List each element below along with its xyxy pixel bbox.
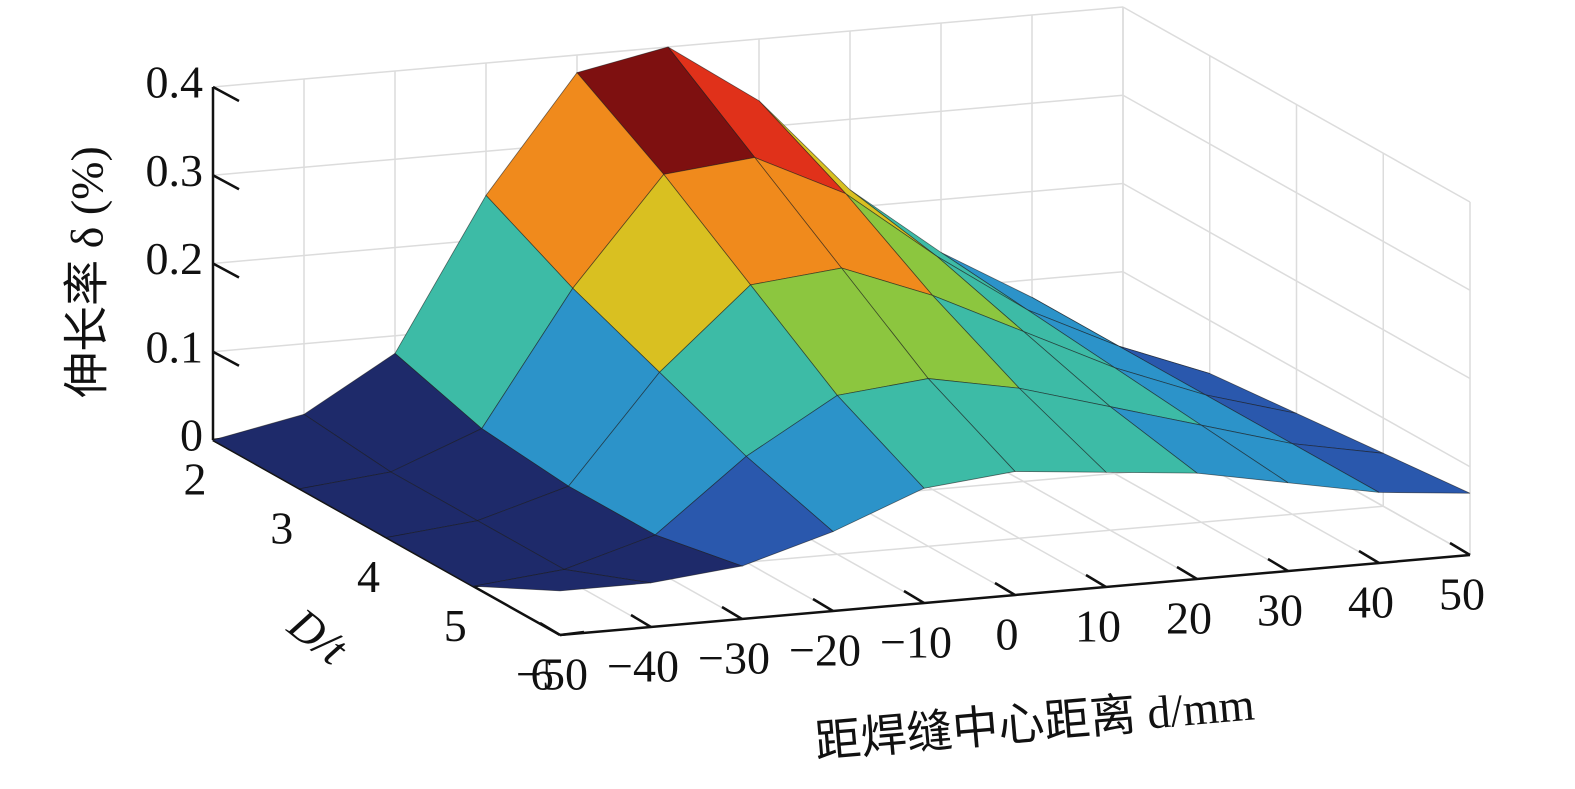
y-tick-label: 5 bbox=[444, 600, 467, 651]
y-axis-label: D/t bbox=[278, 597, 357, 675]
x-tick-label: −20 bbox=[789, 625, 861, 676]
x-tick bbox=[630, 613, 652, 629]
x-tick bbox=[903, 589, 925, 605]
y-tick bbox=[559, 630, 585, 637]
x-tick-label: −50 bbox=[516, 649, 588, 700]
x-tick bbox=[721, 605, 743, 621]
x-tick-label: 0 bbox=[996, 609, 1019, 660]
x-tick-label: −30 bbox=[698, 633, 770, 684]
z-tick-label: 0.3 bbox=[146, 145, 204, 196]
y-tick-label: 3 bbox=[270, 502, 293, 553]
x-tick bbox=[1176, 565, 1198, 581]
x-tick bbox=[1085, 573, 1107, 589]
z-tick-label: 0.1 bbox=[146, 321, 204, 372]
x-axis-label: 距焊缝中心距离 d/mm bbox=[813, 678, 1257, 767]
x-tick-label: 20 bbox=[1166, 593, 1212, 644]
y-tick-label: 6 bbox=[531, 649, 554, 700]
z-tick-label: 0.4 bbox=[146, 57, 204, 108]
x-tick-label: 10 bbox=[1075, 601, 1121, 652]
y-tick-label: 4 bbox=[357, 551, 380, 602]
z-tick bbox=[212, 350, 240, 367]
z-tick bbox=[212, 262, 240, 279]
x-tick-label: 40 bbox=[1348, 577, 1394, 628]
z-axis-label: 伸长率 δ (%) bbox=[62, 146, 113, 398]
x-tick bbox=[812, 597, 834, 613]
z-tick bbox=[212, 85, 240, 103]
z-tick-label: 0.2 bbox=[146, 233, 204, 284]
z-tick bbox=[212, 174, 240, 191]
x-tick bbox=[1267, 557, 1289, 573]
x-tick bbox=[1449, 541, 1471, 557]
x-tick bbox=[1358, 549, 1380, 565]
y-tick-label: 2 bbox=[184, 454, 207, 505]
x-tick-label: −10 bbox=[880, 617, 952, 668]
x-tick-label: −40 bbox=[607, 641, 679, 692]
x-tick-label: 30 bbox=[1257, 585, 1303, 636]
surface-patch bbox=[473, 569, 652, 592]
x-tick bbox=[994, 581, 1016, 597]
x-tick-label: 50 bbox=[1439, 569, 1485, 620]
z-tick-label: 0 bbox=[180, 410, 203, 461]
x-tick bbox=[539, 621, 561, 637]
